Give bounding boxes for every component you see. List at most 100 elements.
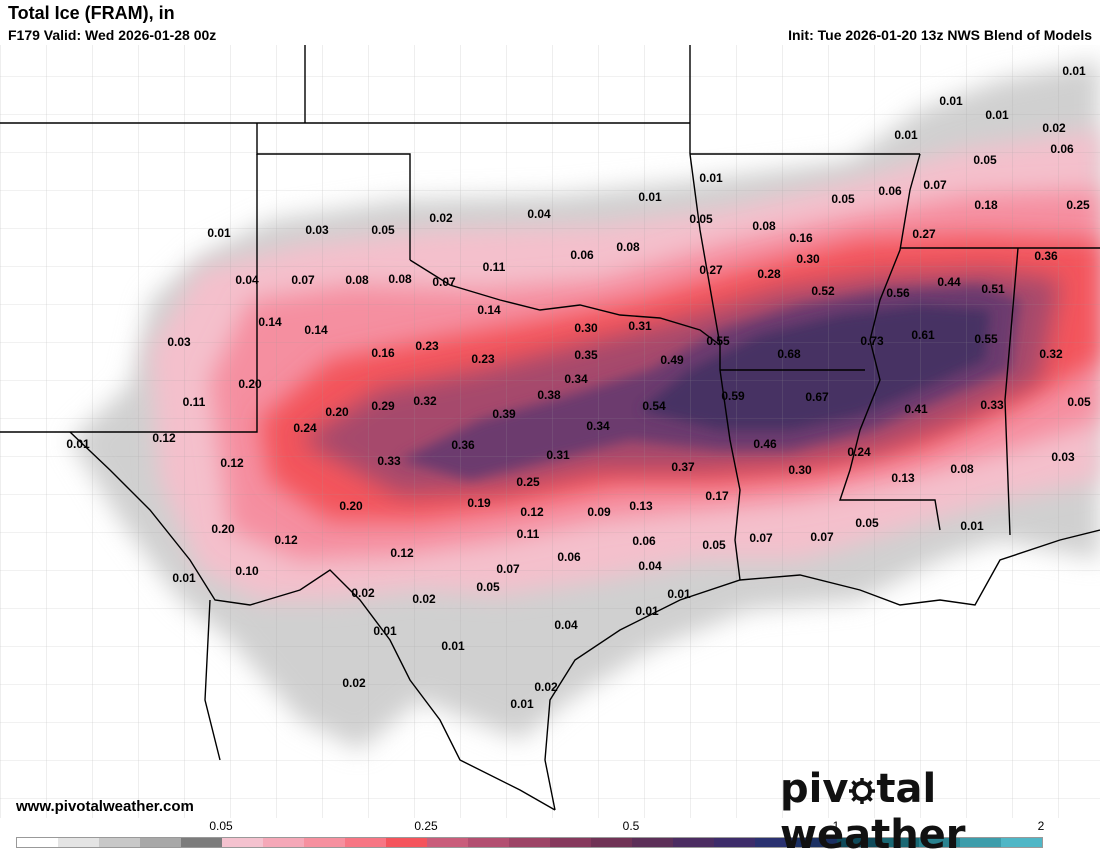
map-title: Total Ice (FRAM), in (8, 3, 175, 23)
border-ms-al (1004, 247, 1019, 536)
ice-value-label: 0.02 (351, 586, 375, 600)
ice-value-label: 0.04 (527, 207, 551, 221)
ice-value-label: 0.33 (980, 398, 1004, 412)
ice-value-label: 0.09 (587, 505, 611, 519)
colorbar-bin (1001, 838, 1042, 847)
colorbar-bin (181, 838, 222, 847)
ice-value-label: 0.32 (1039, 347, 1063, 361)
colorbar-bin (550, 838, 591, 847)
ice-value-label: 0.02 (429, 211, 453, 225)
ice-value-label: 0.11 (483, 260, 506, 274)
valid-time: F179 Valid: Wed 2026-01-28 00z (8, 27, 217, 43)
colorbar-legend: 0.05 0.25 0.5 1 2 (0, 818, 1100, 850)
colorbar-bin (919, 838, 960, 847)
colorbar-bin (960, 838, 1001, 847)
ice-value-label: 0.03 (305, 223, 329, 237)
ice-value-label: 0.30 (574, 321, 598, 335)
ice-value-label: 0.68 (777, 347, 801, 361)
ice-value-label: 0.30 (796, 252, 820, 266)
state-borders (0, 45, 1100, 811)
ice-value-label: 0.01 (207, 226, 231, 240)
ice-value-label: 0.12 (274, 533, 298, 547)
ice-value-label: 0.01 (1062, 64, 1086, 78)
ice-value-label: 0.08 (616, 240, 640, 254)
ice-value-label: 0.04 (235, 273, 259, 287)
ice-value-label: 0.14 (304, 323, 328, 337)
ice-value-label: 0.12 (152, 431, 176, 445)
ice-value-label: 0.32 (413, 394, 437, 408)
ice-value-label: 0.36 (451, 438, 475, 452)
ice-value-label: 0.27 (699, 263, 723, 277)
ice-value-label: 0.55 (706, 334, 730, 348)
ice-value-label: 0.14 (258, 315, 282, 329)
ice-value-label: 0.07 (432, 275, 456, 289)
colorbar-bin (509, 838, 550, 847)
ice-value-labels: 0.010.010.010.020.010.060.050.01 0.070.06… (66, 64, 1091, 711)
ice-value-label: 0.49 (660, 353, 684, 367)
ice-value-label: 0.01 (635, 604, 659, 618)
ice-value-label: 0.19 (467, 496, 491, 510)
ice-value-label: 0.01 (638, 190, 662, 204)
ice-value-label: 0.07 (496, 562, 520, 576)
colorbar-bin (837, 838, 878, 847)
ice-value-label: 0.56 (886, 286, 910, 300)
ice-value-label: 0.02 (342, 676, 366, 690)
brand-text-start: piv (780, 766, 849, 812)
ice-value-label: 0.51 (981, 282, 1005, 296)
colorbar-bin (755, 838, 796, 847)
ice-value-label: 0.01 (985, 108, 1009, 122)
border-mexico (204, 599, 221, 761)
ice-value-label: 0.01 (960, 519, 984, 533)
ice-value-label: 0.36 (1034, 249, 1058, 263)
border-mississippi-river (839, 153, 941, 531)
ice-value-label: 0.01 (894, 128, 918, 142)
ice-value-label: 0.03 (1051, 450, 1075, 464)
ice-value-label: 0.05 (371, 223, 395, 237)
ice-value-label: 0.20 (325, 405, 349, 419)
ice-value-label: 0.73 (860, 334, 884, 348)
ice-value-label: 0.12 (390, 546, 414, 560)
ice-value-label: 0.24 (293, 421, 317, 435)
colorbar-bin (673, 838, 714, 847)
ice-value-label: 0.55 (974, 332, 998, 346)
ice-value-label: 0.13 (629, 499, 653, 513)
gear-icon (849, 778, 876, 804)
website-url[interactable]: www.pivotalweather.com (16, 798, 194, 815)
ice-value-label: 0.08 (345, 273, 369, 287)
colorbar-bin (304, 838, 345, 847)
ice-value-label: 0.39 (492, 407, 516, 421)
colorbar-bin (632, 838, 673, 847)
ice-value-label: 0.31 (546, 448, 570, 462)
colorbar-bin (591, 838, 632, 847)
border-ok-ar (689, 153, 721, 346)
ice-value-label: 0.20 (238, 377, 262, 391)
ice-value-label: 0.01 (373, 624, 397, 638)
ice-value-label: 0.01 (66, 437, 90, 451)
colorbar-tick-label: 1 (832, 819, 840, 833)
ice-value-label: 0.16 (789, 231, 813, 245)
ice-value-label: 0.30 (788, 463, 812, 477)
colorbar-bin (222, 838, 263, 847)
ice-value-label: 0.29 (371, 399, 395, 413)
ice-value-label: 0.14 (477, 303, 501, 317)
ice-value-label: 0.35 (574, 348, 598, 362)
ice-value-label: 0.28 (757, 267, 781, 281)
ice-value-label: 0.04 (638, 559, 662, 573)
ice-value-label: 0.07 (749, 531, 773, 545)
ice-value-label: 0.37 (671, 460, 695, 474)
colorbar-tick-label: 0.05 (209, 819, 233, 833)
ice-value-label: 0.23 (415, 339, 439, 353)
colorbar-bin (427, 838, 468, 847)
colorbar-bin (714, 838, 755, 847)
colorbar-bin (263, 838, 304, 847)
ice-value-label: 0.34 (564, 372, 588, 386)
ice-value-label: 0.38 (537, 388, 561, 402)
ice-value-label: 0.05 (973, 153, 997, 167)
ice-value-label: 0.27 (912, 227, 936, 241)
ice-value-label: 0.54 (642, 399, 666, 413)
ice-value-label: 0.16 (371, 346, 395, 360)
init-time: Init: Tue 2026-01-20 13z NWS Blend of Mo… (788, 27, 1092, 43)
colorbar-bin (345, 838, 386, 847)
ice-value-label: 0.02 (1042, 121, 1066, 135)
border-tx-la (719, 345, 741, 581)
